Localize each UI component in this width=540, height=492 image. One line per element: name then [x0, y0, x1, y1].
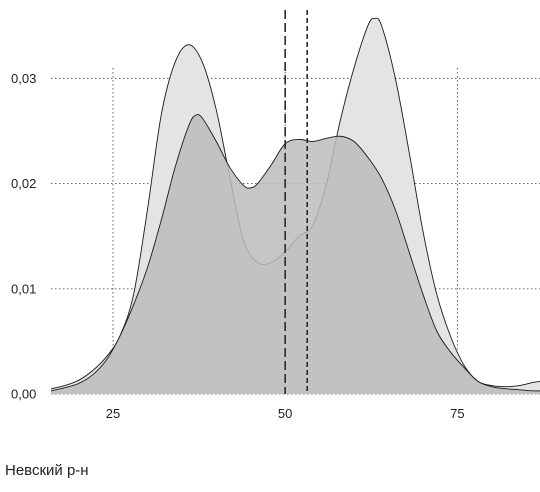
x-tick-label-2: 75: [450, 406, 464, 421]
y-tick-label-1: 0,01: [11, 281, 36, 296]
x-tick-label-0: 25: [106, 406, 120, 421]
density-area-1: [51, 114, 540, 394]
panel-label: Невский р-н: [5, 462, 89, 479]
density-chart: 0,00 0,01 0,02 0,03 25 50 75: [11, 10, 540, 421]
y-tick-label-0: 0,00: [11, 387, 36, 402]
y-tick-label-2: 0,02: [11, 176, 36, 191]
y-tick-label-3: 0,03: [11, 71, 36, 86]
density-areas: [50, 17, 540, 394]
x-tick-label-1: 50: [278, 406, 292, 421]
axis-labels: 0,00 0,01 0,02 0,03 25 50 75: [11, 71, 465, 421]
reference-lines: [284, 10, 309, 394]
